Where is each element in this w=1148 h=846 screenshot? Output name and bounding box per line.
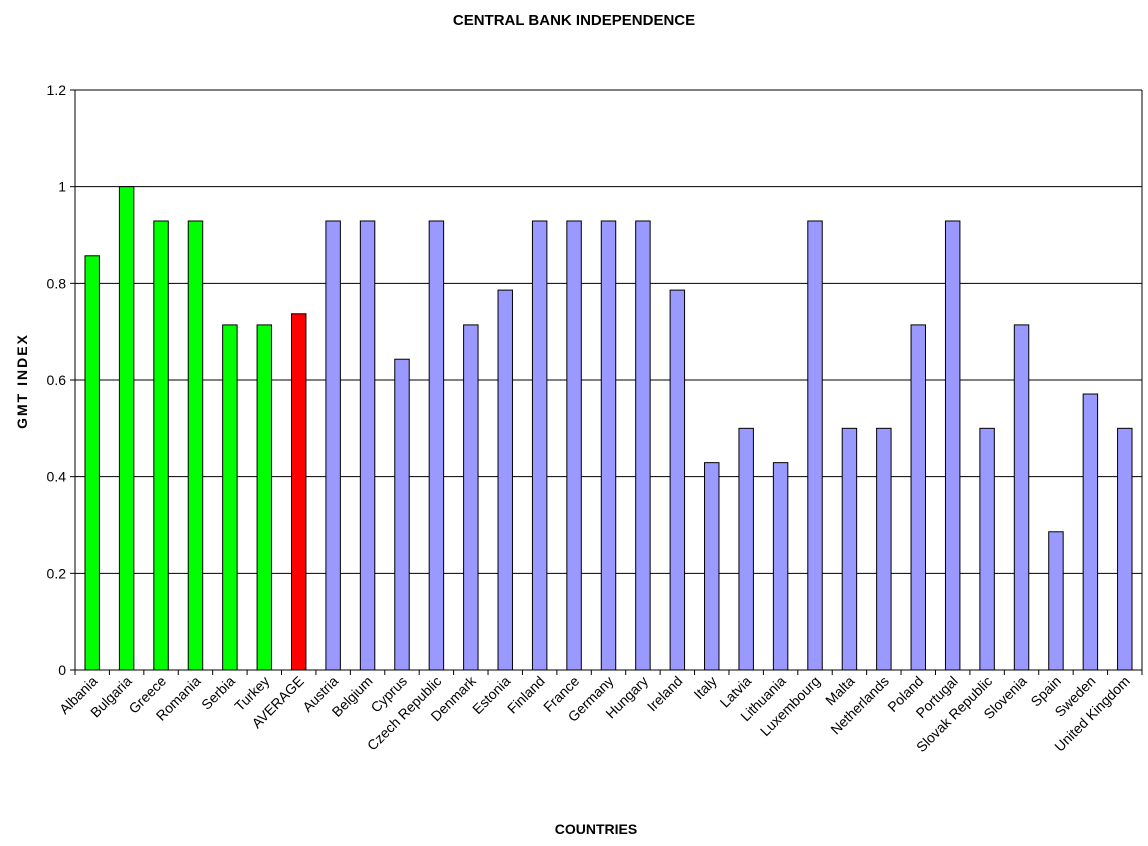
bar (463, 324, 479, 671)
bar (979, 427, 995, 671)
bar (807, 220, 823, 671)
bar (910, 324, 927, 671)
bar (669, 289, 686, 671)
bar (256, 324, 273, 671)
y-tick-label: 0.6 (47, 372, 67, 388)
bar (222, 324, 238, 671)
x-axis-label: COUNTRIES (555, 821, 637, 837)
bar (153, 220, 169, 671)
bar (359, 220, 376, 671)
y-tick-label: 0 (58, 662, 66, 678)
x-tick-labels: AlbaniaBulgariaGreeceRomaniaSerbiaTurkey… (56, 672, 1133, 755)
chart-title: CENTRAL BANK INDEPENDENCE (453, 12, 695, 29)
bar (394, 358, 410, 671)
bar (187, 220, 204, 671)
y-tick-label: 1 (58, 179, 66, 195)
bar (704, 462, 720, 671)
axes (70, 89, 1143, 675)
y-tick-label: 0.4 (47, 469, 67, 485)
bar (1117, 427, 1133, 671)
x-tick-label: Serbia (198, 673, 238, 713)
bar (325, 220, 341, 671)
bar (772, 462, 789, 671)
bar (566, 220, 582, 671)
bar (531, 220, 548, 671)
bar (738, 427, 754, 671)
bar (428, 220, 445, 671)
y-tick-label: 1.2 (47, 82, 67, 98)
bar (944, 220, 961, 671)
y-tick-label: 0.2 (47, 565, 67, 581)
bar (1048, 531, 1064, 671)
bar (84, 255, 100, 671)
x-tick-label: Finland (504, 673, 548, 717)
bar (118, 186, 135, 671)
bars (84, 186, 1133, 671)
bar (1082, 393, 1099, 671)
bar (497, 289, 513, 671)
y-tick-labels: 0 0.2 0.4 0.6 0.8 1 1.2 (47, 82, 67, 678)
x-tick-label: Ireland (644, 673, 686, 715)
bar (841, 427, 858, 671)
x-tick-label: Italy (690, 673, 719, 702)
bar (600, 220, 617, 671)
bar (1013, 324, 1030, 671)
x-tick-label: Estonia (469, 673, 513, 717)
y-axis-label: GMT INDEX (14, 333, 30, 429)
bar (290, 313, 307, 671)
y-tick-label: 0.8 (47, 275, 67, 291)
bar (876, 427, 892, 671)
bar (635, 220, 651, 671)
